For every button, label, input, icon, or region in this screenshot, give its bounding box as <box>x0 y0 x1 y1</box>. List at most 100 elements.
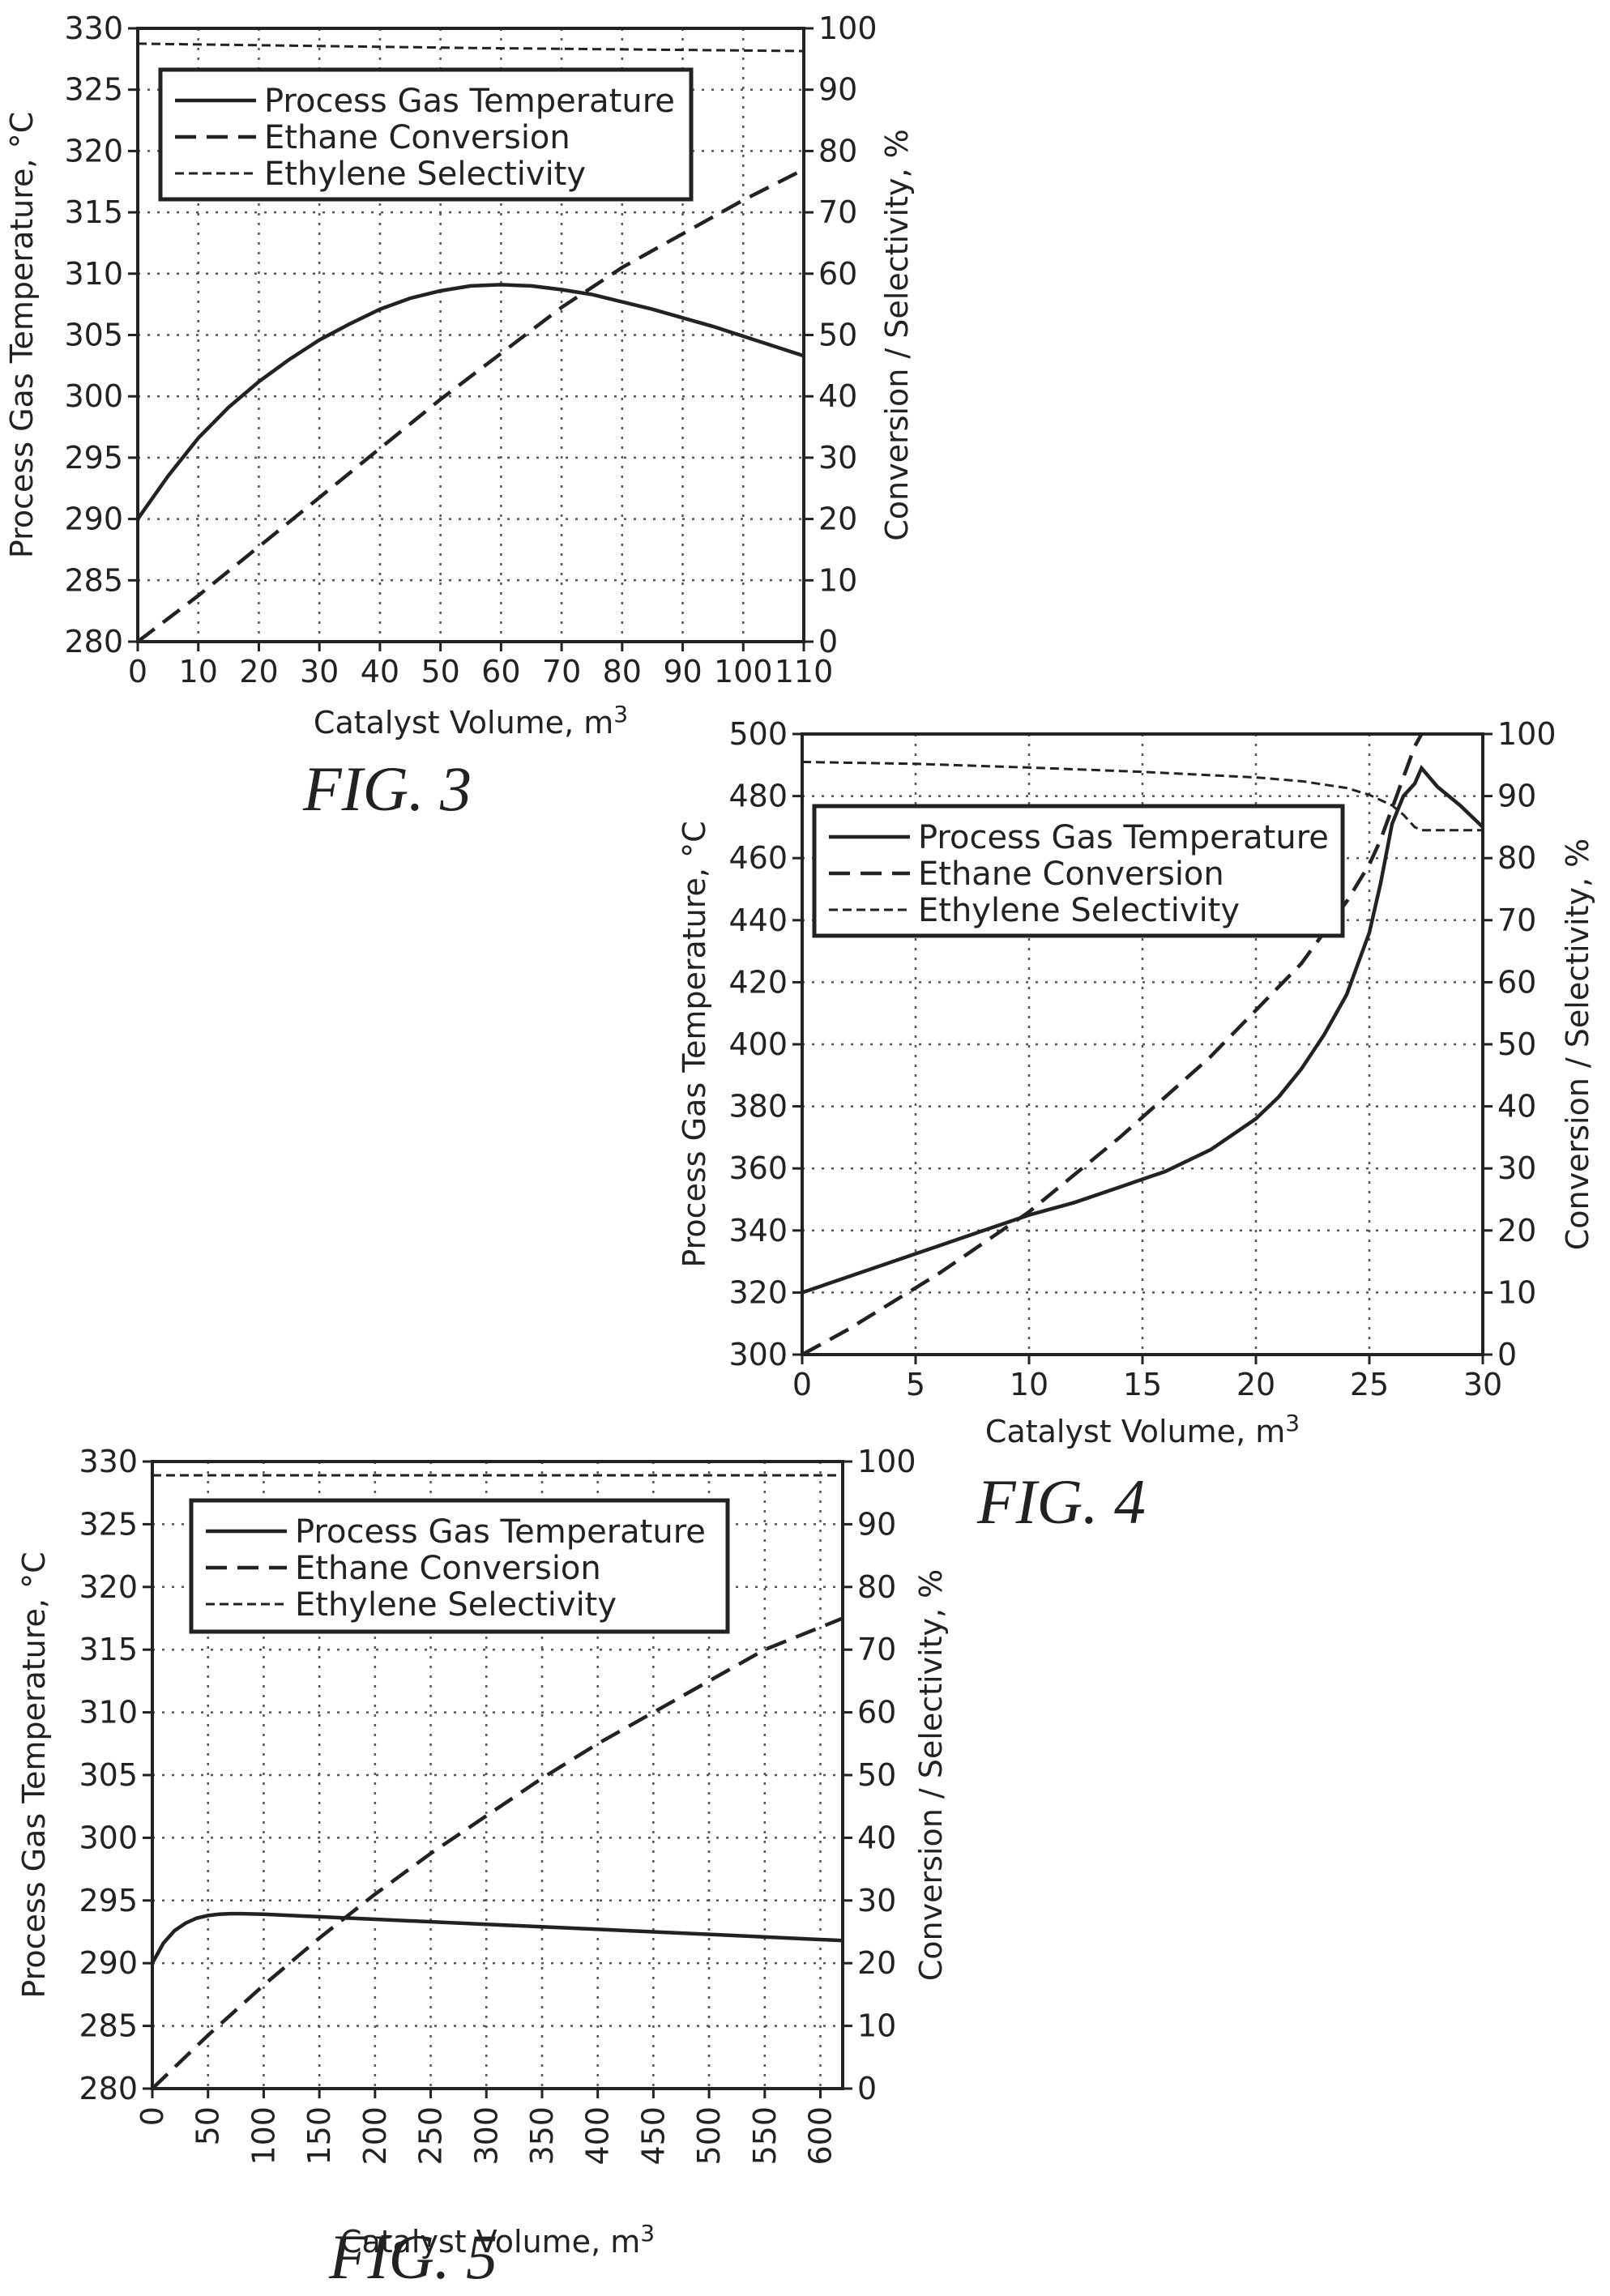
fig5-xtick-label: 500 <box>691 2106 727 2166</box>
fig3-legend-box <box>158 67 694 202</box>
fig3-xtick-label: 90 <box>663 654 702 689</box>
fig5-y2tick-label: 90 <box>857 1506 896 1542</box>
fig5-y2tick-label: 70 <box>857 1632 896 1667</box>
fig4-xtick-label: 5 <box>906 1367 925 1402</box>
fig5-xtick-label: 50 <box>190 2106 226 2145</box>
fig5-ytick-label: 290 <box>79 1945 138 1981</box>
fig4-y2tick-label: 0 <box>1497 1337 1517 1372</box>
fig5-ytick-label: 310 <box>79 1695 138 1731</box>
fig4-ytick-label: 420 <box>728 964 788 1000</box>
fig3-xtick-label: 60 <box>481 654 520 689</box>
fig4-y2tick-label: 30 <box>1497 1150 1536 1186</box>
fig4-series-line <box>802 761 1483 832</box>
fig4-y2tick-label: 90 <box>1497 779 1536 814</box>
fig5-xtick-label: 100 <box>246 2106 281 2166</box>
fig3-series-line <box>138 283 804 520</box>
fig3-y2tick-label: 30 <box>818 440 857 476</box>
fig4-ytick-label: 340 <box>728 1213 788 1248</box>
fig3-y2tick-label: 90 <box>818 72 857 108</box>
fig4-y2tick-label: 10 <box>1497 1274 1536 1310</box>
fig3-y2tick-label: 60 <box>818 256 857 292</box>
fig5-ytick-label: 300 <box>79 1820 138 1855</box>
fig4-plot-frame <box>801 732 1484 1356</box>
fig5-y2tick-label: 60 <box>857 1695 896 1731</box>
fig3-legend-entry: Process Gas Temperature <box>264 83 675 120</box>
fig4-series-line <box>802 732 1424 1356</box>
fig4-ytick-label: 380 <box>728 1089 788 1125</box>
fig4-y2tick-label: 20 <box>1497 1213 1536 1248</box>
fig3-ytick-label: 290 <box>64 501 123 537</box>
fig5-ytick-label: 295 <box>79 1883 138 1918</box>
fig3-chart: 0 10 20 30 40 50 60 70 80 90 100 110280285290295300… <box>4 11 915 824</box>
fig3-ytick-label: 300 <box>64 378 123 414</box>
fig5-y2-axis-label: Conversion / Selectivity, % <box>913 1569 949 1982</box>
fig5-xtick-label: 150 <box>301 2106 337 2166</box>
fig3-series-line <box>138 42 804 53</box>
fig4-xtick-label: 25 <box>1350 1367 1389 1402</box>
fig4-y2tick-label: 80 <box>1497 840 1536 876</box>
fig3-y2tick-label: 100 <box>818 11 878 46</box>
fig5-ytick-label: 285 <box>79 2008 138 2044</box>
fig3-xtick-label: 100 <box>714 654 773 689</box>
fig5-y2tick-label: 0 <box>857 2071 877 2106</box>
fig4-ytick-label: 360 <box>728 1150 788 1186</box>
fig5-series-line <box>152 1616 843 2090</box>
fig5-y2tick-label: 50 <box>857 1757 896 1793</box>
fig4-ytick-label: 500 <box>728 716 788 752</box>
fig3-caption: FIG. 3 <box>302 753 472 824</box>
fig3-ytick-label: 325 <box>64 72 123 108</box>
fig4-xtick-label: 20 <box>1236 1367 1275 1402</box>
fig5-ytick-label: 320 <box>79 1569 138 1605</box>
fig3-y-axis-label: Process Gas Temperature, °C <box>4 112 40 558</box>
fig4-y2tick-label: 60 <box>1497 964 1536 1000</box>
fig5-y2tick-label: 80 <box>857 1569 896 1605</box>
fig3-y2-axis-label: Conversion / Selectivity, % <box>879 129 915 541</box>
fig5-y2tick-label: 100 <box>857 1444 916 1479</box>
fig3-y2tick-label: 0 <box>818 624 838 659</box>
fig4-x-axis-label: Catalyst Volume, m3 <box>985 1410 1300 1449</box>
fig4-y2tick-label: 40 <box>1497 1089 1536 1125</box>
fig3-xtick-label: 110 <box>775 654 834 689</box>
fig3-xtick-label: 50 <box>421 654 459 689</box>
fig5-xtick-label: 250 <box>413 2106 449 2166</box>
fig5-plot-frame <box>151 1460 844 2090</box>
fig3-ytick-label: 305 <box>64 318 123 353</box>
fig5-y2tick-label: 40 <box>857 1820 896 1855</box>
fig3-xtick-label: 70 <box>542 654 581 689</box>
fig3-xtick-label: 40 <box>361 654 399 689</box>
fig4-y2tick-label: 100 <box>1497 716 1557 752</box>
fig3-x-axis-label: Catalyst Volume, m3 <box>314 701 628 740</box>
fig5-y2tick-label: 20 <box>857 1945 896 1981</box>
fig4-chart: 0 5 10 15 20 25 303003203403603804004204404604… <box>677 716 1595 1537</box>
fig3-ytick-label: 295 <box>64 440 123 476</box>
fig4-xtick-label: 30 <box>1463 1367 1502 1402</box>
fig5-ytick-label: 325 <box>79 1506 138 1542</box>
fig4-y2-axis-label: Conversion / Selectivity, % <box>1560 839 1595 1251</box>
fig5-xtick-label: 0 <box>135 2106 170 2126</box>
fig4-y2tick-label: 70 <box>1497 903 1536 938</box>
fig3-ytick-label: 280 <box>64 624 123 659</box>
fig4-x-axis-label-sup: 3 <box>1285 1410 1300 1436</box>
fig5-xtick-label: 200 <box>357 2106 393 2166</box>
fig5-ytick-label: 280 <box>79 2071 138 2106</box>
fig4-xtick-label: 10 <box>1010 1367 1048 1402</box>
fig3-y2tick-label: 20 <box>818 501 857 537</box>
fig3-legend-entry: Ethylene Selectivity <box>264 156 586 193</box>
fig5-series-line <box>152 1911 843 1965</box>
fig5-xtick-label: 600 <box>803 2106 839 2166</box>
fig5-ytick-label: 305 <box>79 1757 138 1793</box>
fig4-caption: FIG. 4 <box>976 1466 1146 1537</box>
fig5-xtick-label: 400 <box>580 2106 616 2166</box>
fig4-y2tick-label: 50 <box>1497 1026 1536 1062</box>
fig3-plot-frame <box>136 27 805 643</box>
fig3-xtick-label: 10 <box>179 654 218 689</box>
fig4-ytick-label: 440 <box>728 903 788 938</box>
fig5-legend-entry: Ethylene Selectivity <box>295 1586 617 1624</box>
fig4-legend-entry: Ethane Conversion <box>918 856 1224 893</box>
fig3-xtick-label: 30 <box>300 654 339 689</box>
fig3-xtick-label: 0 <box>128 654 147 689</box>
fig4-ytick-label: 460 <box>728 840 788 876</box>
fig5-y-axis-label: Process Gas Temperature, °C <box>16 1551 52 1998</box>
fig5-xtick-label: 450 <box>635 2106 671 2166</box>
